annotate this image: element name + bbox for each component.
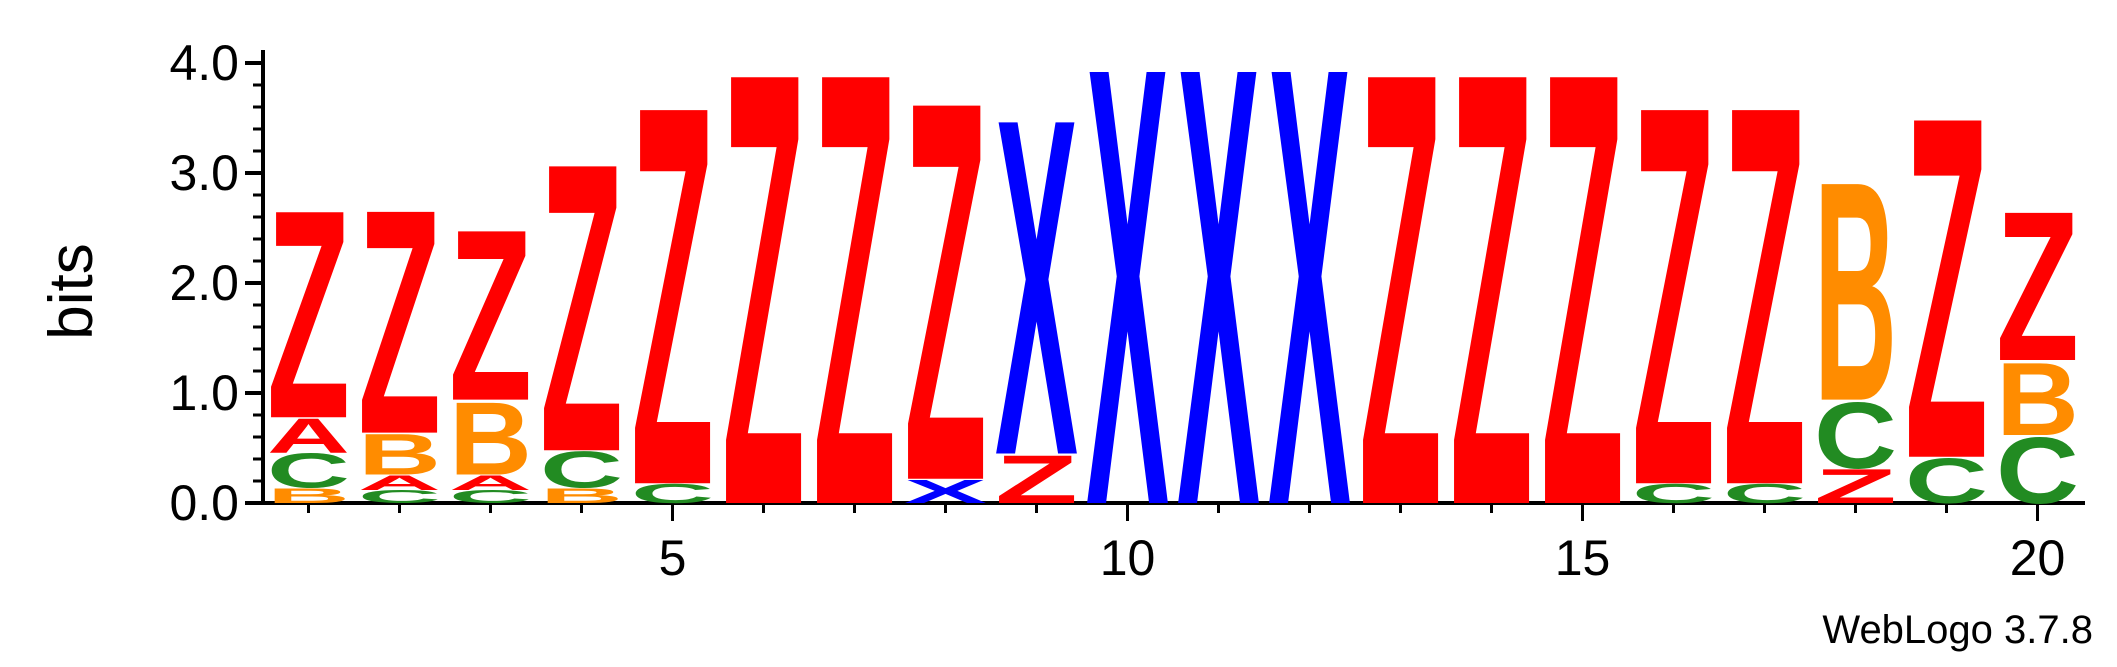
logo-letter-z: Z — [1632, 0, 1715, 598]
y-tick-label: 0.0 — [169, 475, 239, 531]
logo-letter-c: C — [1905, 445, 1988, 517]
logo-letter-x: X — [1086, 0, 1170, 636]
logo-letter-z: Z — [1905, 15, 1988, 561]
logo-letter-b: B — [1814, 115, 1897, 465]
logo-letter-c: C — [540, 440, 623, 498]
logo-letter-c: C — [1996, 418, 2079, 523]
logo-letter-a: A — [358, 470, 441, 494]
logo-letter-z: Z — [631, 0, 714, 598]
logo-letter-b: B — [449, 381, 532, 497]
x-tick-label: 5 — [659, 530, 687, 586]
logo-letter-c: C — [358, 487, 441, 507]
y-tick-label: 2.0 — [169, 255, 239, 311]
x-tick-label: 10 — [1100, 530, 1156, 586]
logo-letter-a: A — [267, 408, 350, 463]
logo-letter-z: Z — [1996, 167, 2079, 406]
logo-letter-z: Z — [540, 78, 623, 539]
logo-letter-x: X — [995, 19, 1079, 556]
logo-letter-x: X — [1177, 0, 1261, 636]
logo-letter-z: Z — [1450, 0, 1533, 634]
logo-letter-c: C — [1723, 478, 1806, 509]
logo-letter-z: Z — [813, 0, 896, 634]
logo-letter-c: C — [449, 487, 532, 507]
logo-letter-b: B — [540, 484, 623, 508]
logo-letter-a: A — [449, 470, 532, 494]
x-tick-label: 15 — [1555, 530, 1611, 586]
logo-letter-z: Z — [995, 441, 1078, 518]
logo-letter-c: C — [1632, 478, 1715, 509]
logo-letter-c: C — [631, 478, 714, 509]
logo-letter-z: Z — [449, 178, 532, 451]
logo-letter-c: C — [267, 443, 350, 498]
logo-letter-z: Z — [1814, 459, 1897, 514]
logo-letter-z: Z — [358, 143, 441, 501]
y-tick-label: 1.0 — [169, 365, 239, 421]
logo-letter-z: Z — [1723, 0, 1806, 598]
logo-letter-z: Z — [904, 0, 987, 594]
y-axis-label: bits — [37, 243, 106, 339]
logo-letter-z: Z — [722, 0, 805, 634]
logo-letter-x: X — [904, 473, 987, 510]
logo-letter-b: B — [358, 423, 441, 487]
weblogo-credit: WebLogo 3.7.8 — [1822, 608, 2093, 652]
logo-letter-x: X — [1268, 0, 1352, 636]
logo-letter-b: B — [1996, 342, 2079, 458]
logo-letter-z: Z — [267, 148, 350, 481]
logo-letter-z: Z — [1359, 0, 1442, 634]
logo-letter-c: C — [1814, 383, 1897, 488]
logo-letter-z: Z — [1541, 0, 1624, 634]
y-tick-label: 3.0 — [169, 145, 239, 201]
x-tick-label: 20 — [2010, 530, 2066, 586]
y-tick-label: 4.0 — [169, 35, 239, 91]
logo-letter-b: B — [267, 484, 350, 508]
